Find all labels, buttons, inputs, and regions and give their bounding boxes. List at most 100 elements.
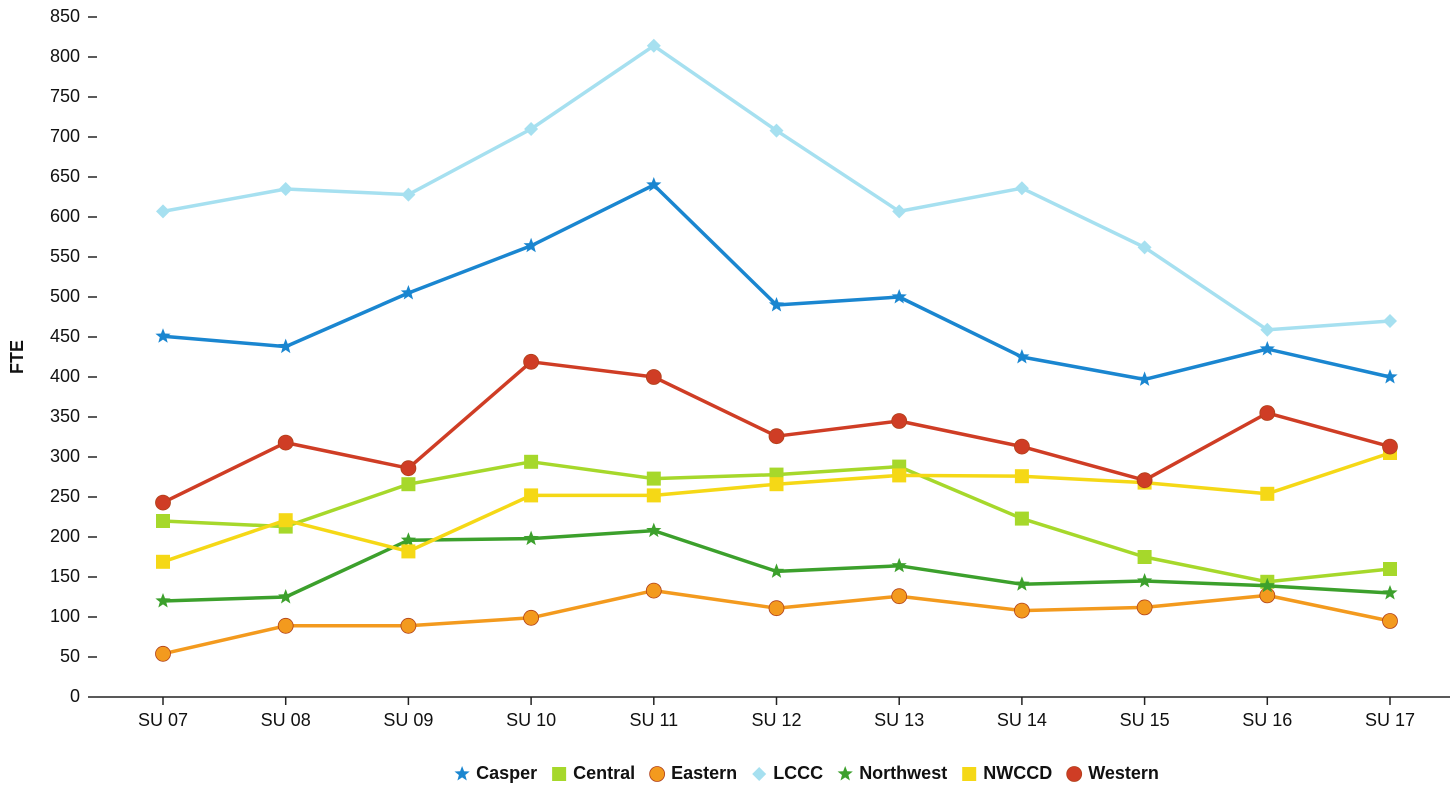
- legend-label: LCCC: [773, 763, 823, 783]
- data-point: [1136, 599, 1153, 616]
- data-point: [1259, 587, 1276, 604]
- data-point: [892, 204, 907, 219]
- data-point: [646, 471, 661, 486]
- y-tick-label: 600: [50, 206, 80, 226]
- data-point: [645, 369, 662, 385]
- data-point: [1137, 371, 1153, 386]
- data-point: [769, 477, 784, 492]
- y-tick-label: 0: [70, 686, 80, 706]
- data-point: [1014, 438, 1030, 455]
- data-point: [1137, 550, 1152, 564]
- y-tick-label: 500: [50, 286, 80, 306]
- legend-marker: [1066, 766, 1083, 782]
- data-point: [1382, 438, 1398, 455]
- y-tick-label: 750: [50, 86, 80, 106]
- data-point: [1260, 322, 1275, 337]
- data-point: [768, 600, 785, 617]
- x-tick-label: SU 14: [997, 710, 1047, 730]
- y-tick-label: 850: [50, 6, 80, 26]
- x-tick-label: SU 12: [751, 710, 801, 730]
- series-line: [162, 183, 1391, 382]
- legend-label: Casper: [476, 763, 537, 783]
- series-line: [162, 588, 1391, 656]
- data-point: [278, 513, 293, 528]
- x-tick-label: SU 08: [261, 710, 311, 730]
- legend-marker: [552, 767, 567, 781]
- legend-label: Central: [573, 763, 635, 783]
- x-tick-label: SU 07: [138, 710, 188, 730]
- data-point: [277, 617, 294, 634]
- legend: Casper Central Eastern LCCC Northwest NWCCD We…: [454, 763, 1159, 783]
- data-point: [1259, 405, 1276, 421]
- data-point: [1383, 562, 1397, 576]
- y-tick-label: 700: [50, 126, 80, 146]
- data-point: [400, 285, 416, 300]
- data-point: [156, 514, 170, 528]
- data-point: [1014, 469, 1029, 484]
- data-point: [156, 554, 170, 569]
- data-point: [401, 477, 416, 492]
- y-tick-label: 150: [50, 566, 80, 586]
- legend-label: NWCCD: [983, 763, 1052, 783]
- x-tick-label: SU 10: [506, 710, 556, 730]
- data-point: [1137, 240, 1152, 255]
- data-point: [768, 563, 785, 578]
- legend-marker: [837, 766, 853, 781]
- legend-marker: [649, 766, 666, 782]
- series-line: [162, 44, 1391, 332]
- legend-label: Northwest: [859, 763, 947, 783]
- y-tick-label: 650: [50, 166, 80, 186]
- data-point: [523, 609, 539, 626]
- y-tick-label: 800: [50, 46, 80, 66]
- data-point: [524, 454, 539, 469]
- x-tick-label: SU 11: [629, 710, 678, 730]
- y-tick-label: 300: [50, 446, 80, 466]
- data-point: [278, 182, 293, 196]
- data-point: [155, 645, 171, 662]
- data-point: [155, 593, 171, 608]
- data-point: [155, 494, 171, 511]
- data-point: [1382, 585, 1398, 600]
- data-point: [1136, 472, 1153, 489]
- data-point: [278, 338, 294, 354]
- data-point: [891, 557, 907, 573]
- data-point: [523, 237, 539, 253]
- data-point: [1382, 613, 1398, 629]
- data-point: [523, 530, 539, 546]
- x-tick-label: SU 17: [1365, 710, 1415, 730]
- x-tick-label: SU 16: [1242, 710, 1292, 730]
- data-point: [1014, 576, 1030, 591]
- data-point: [891, 413, 908, 429]
- data-point: [1382, 369, 1398, 384]
- data-point: [400, 532, 416, 547]
- data-point: [277, 434, 294, 451]
- data-point: [768, 297, 785, 312]
- data-point: [1259, 341, 1275, 356]
- data-point: [769, 123, 784, 138]
- data-point: [523, 353, 539, 370]
- data-point: [278, 589, 294, 604]
- legend-label: Western: [1088, 763, 1159, 783]
- data-point: [401, 187, 416, 202]
- legend-label: Eastern: [671, 763, 737, 783]
- data-point: [155, 328, 171, 343]
- data-point: [645, 582, 662, 599]
- x-tick-label: SU 09: [383, 710, 433, 730]
- data-point: [891, 289, 907, 304]
- data-point: [1259, 577, 1275, 593]
- data-point: [646, 488, 661, 503]
- y-tick-label: 50: [60, 646, 80, 666]
- data-point: [400, 617, 417, 634]
- data-point: [1260, 486, 1275, 501]
- legend-marker: [962, 767, 977, 781]
- y-tick-label: 350: [50, 406, 80, 426]
- data-point: [646, 177, 662, 192]
- data-point: [1014, 349, 1030, 364]
- y-tick-label: 400: [50, 366, 80, 386]
- x-tick-label: SU 13: [874, 710, 924, 730]
- legend-marker: [454, 766, 470, 781]
- y-tick-label: 100: [50, 606, 80, 626]
- data-point: [646, 38, 661, 53]
